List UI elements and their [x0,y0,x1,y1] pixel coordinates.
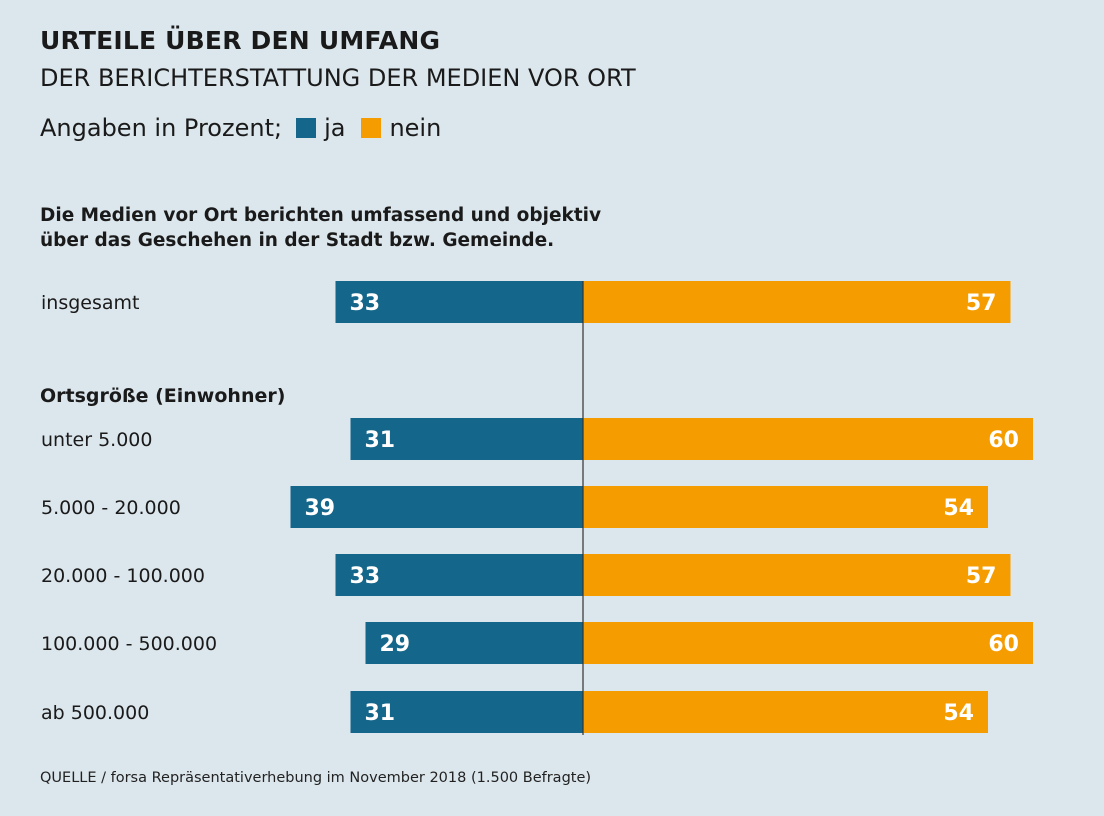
bar-nein [583,622,1033,664]
value-label-ja: 29 [380,632,411,657]
bar-nein [583,691,988,733]
bar-ja [335,554,583,596]
value-label-nein: 57 [966,564,997,589]
bar-ja [365,622,583,664]
value-label-nein: 60 [988,632,1019,657]
value-label-nein: 57 [966,291,997,316]
value-label-nein: 54 [943,701,974,726]
legend-label-nein: nein [389,114,442,142]
category-label: insgesamt [41,292,139,314]
chart-subtitle: DER BERICHTERSTATTUNG DER MEDIEN VOR ORT [40,64,636,92]
category-label: 20.000 - 100.000 [41,565,205,587]
bar-nein [583,486,988,528]
value-label-nein: 54 [943,496,974,521]
bar-ja [350,691,583,733]
bar-ja [290,486,583,528]
source-note: QUELLE / forsa Repräsentativerhebung im … [40,770,592,786]
question-line-1: Die Medien vor Ort berichten umfassend u… [40,205,602,226]
bar-nein [583,554,1011,596]
legend-prefix: Angaben in Prozent; [40,114,283,142]
category-label: 5.000 - 20.000 [41,497,181,519]
bar-nein [583,281,1011,323]
value-label-ja: 31 [365,428,396,453]
value-label-ja: 33 [350,564,381,589]
category-label: ab 500.000 [41,702,149,724]
category-label: unter 5.000 [41,429,152,451]
question-line-2: über das Geschehen in der Stadt bzw. Gem… [40,230,555,251]
legend-swatch-nein [361,118,382,138]
question-text: Die Medien vor Ort berichten umfassend u… [40,203,601,253]
section-label-ortsgroesse: Ortsgröße (Einwohner) [40,385,286,407]
chart-title: URTEILE ÜBER DEN UMFANG [40,26,441,55]
value-label-ja: 31 [365,701,396,726]
bar-nein [583,418,1033,460]
bar-ja [350,418,583,460]
legend: Angaben in Prozent; ja nein [40,114,441,142]
value-label-ja: 33 [350,291,381,316]
category-label: 100.000 - 500.000 [41,633,217,655]
value-label-ja: 39 [305,496,336,521]
value-label-nein: 60 [988,428,1019,453]
legend-label-ja: ja [324,114,346,142]
legend-swatch-ja [296,118,317,138]
bar-ja [335,281,583,323]
